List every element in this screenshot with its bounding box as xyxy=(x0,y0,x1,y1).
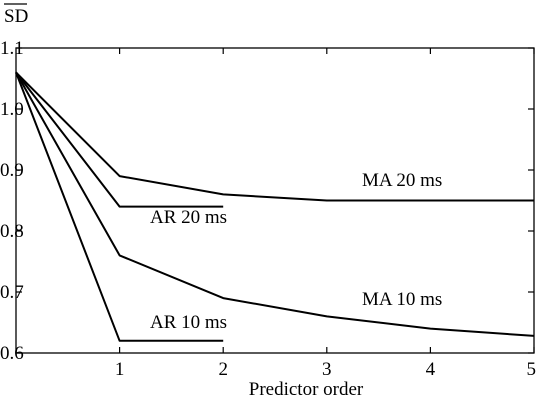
series-line-ma-20-ms xyxy=(15,71,534,202)
y-tick-label: 0.9 xyxy=(0,160,24,181)
y-tick-label: 1.0 xyxy=(0,99,24,120)
series-line-ar-10-ms xyxy=(15,72,224,342)
x-tick-label: 2 xyxy=(218,359,228,380)
y-tick-label: 0.7 xyxy=(0,282,24,303)
axis-ticks xyxy=(16,47,535,354)
y-tick-label: 1.1 xyxy=(0,38,24,59)
series-label-ma-20ms: MA 20 ms xyxy=(362,170,442,191)
x-axis-title: Predictor order xyxy=(249,379,364,400)
y-tick-label: 0.8 xyxy=(0,221,24,242)
x-tick-label: 3 xyxy=(322,359,332,380)
x-tick-label: 5 xyxy=(527,359,537,380)
series-label-ar-20ms: AR 20 ms xyxy=(150,207,227,228)
series-line-ar-20-ms xyxy=(15,71,224,208)
x-tick-label: 1 xyxy=(115,359,125,380)
x-tick-label: 4 xyxy=(426,359,436,380)
y-axis-title: SD xyxy=(4,6,28,27)
series-label-ar-10ms: AR 10 ms xyxy=(150,312,227,333)
series-lines xyxy=(15,71,535,342)
y-tick-label: 0.6 xyxy=(0,343,24,364)
series-line-ma-10-ms xyxy=(15,71,535,337)
tick-labels: 0.6 0.7 0.8 0.9 1.0 1.1 1 2 3 4 5 xyxy=(0,38,536,380)
series-label-ma-10ms: MA 10 ms xyxy=(362,289,442,310)
